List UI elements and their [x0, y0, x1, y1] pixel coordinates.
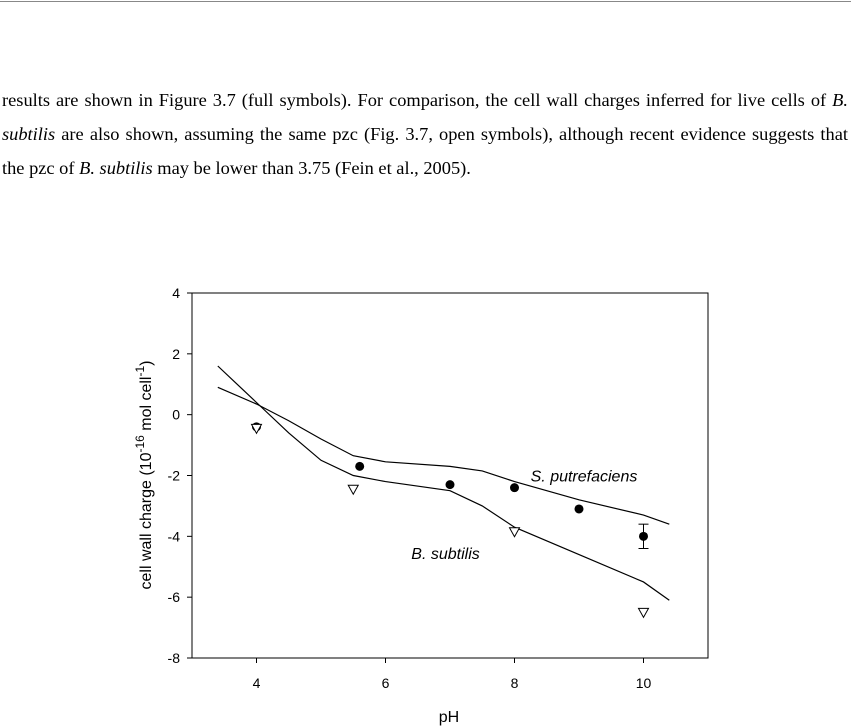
x-tick-label: 6 [382, 675, 390, 691]
data-point [637, 607, 650, 619]
superscript: -1 [133, 366, 147, 377]
italic-text: B. subtilis [79, 158, 153, 178]
text-run: results are shown in Figure 3.7 (full sy… [2, 90, 833, 110]
fit-curve [217, 386, 670, 525]
y-tick-label: 0 [172, 407, 180, 423]
fit-curve [217, 365, 670, 601]
x-tick-label: 10 [636, 675, 652, 691]
data-point [347, 484, 360, 496]
data-point [639, 531, 648, 541]
series-label: S. putrefaciens [531, 469, 638, 486]
label-part: ) [138, 361, 155, 366]
data-point [508, 527, 521, 538]
data-point [250, 423, 263, 435]
x-tick-label: 4 [253, 675, 261, 691]
data-point [355, 461, 365, 471]
label-part: mol cell [138, 377, 155, 436]
italic-text: B. subtilis [2, 90, 848, 144]
y-tick-label: 2 [172, 346, 180, 362]
data-point [445, 480, 455, 490]
data-point [510, 483, 519, 493]
y-tick-label: -6 [168, 589, 181, 605]
text-run: may be lower than 3.75 (Fein et al., 200… [152, 158, 471, 178]
y-tick-label: 4 [172, 285, 180, 301]
y-tick-label: -4 [168, 528, 181, 544]
series-label: B. subtilis [411, 546, 479, 563]
y-tick-label: -8 [168, 650, 181, 666]
data-point [574, 504, 584, 514]
paragraph: results are shown in Figure 3.7 (full sy… [2, 83, 848, 185]
x-axis-label: pH [439, 709, 459, 726]
top-rule [0, 1, 851, 2]
x-tick-label: 8 [511, 675, 519, 691]
y-axis-label: cell wall charge (10-16 mol cell-1) [133, 361, 155, 590]
text-run: are also shown, assuming the same pzc (F… [2, 124, 848, 178]
y-tick-label: -2 [168, 468, 181, 484]
label-part: cell wall charge (10 [138, 452, 155, 589]
superscript: -16 [133, 435, 147, 453]
